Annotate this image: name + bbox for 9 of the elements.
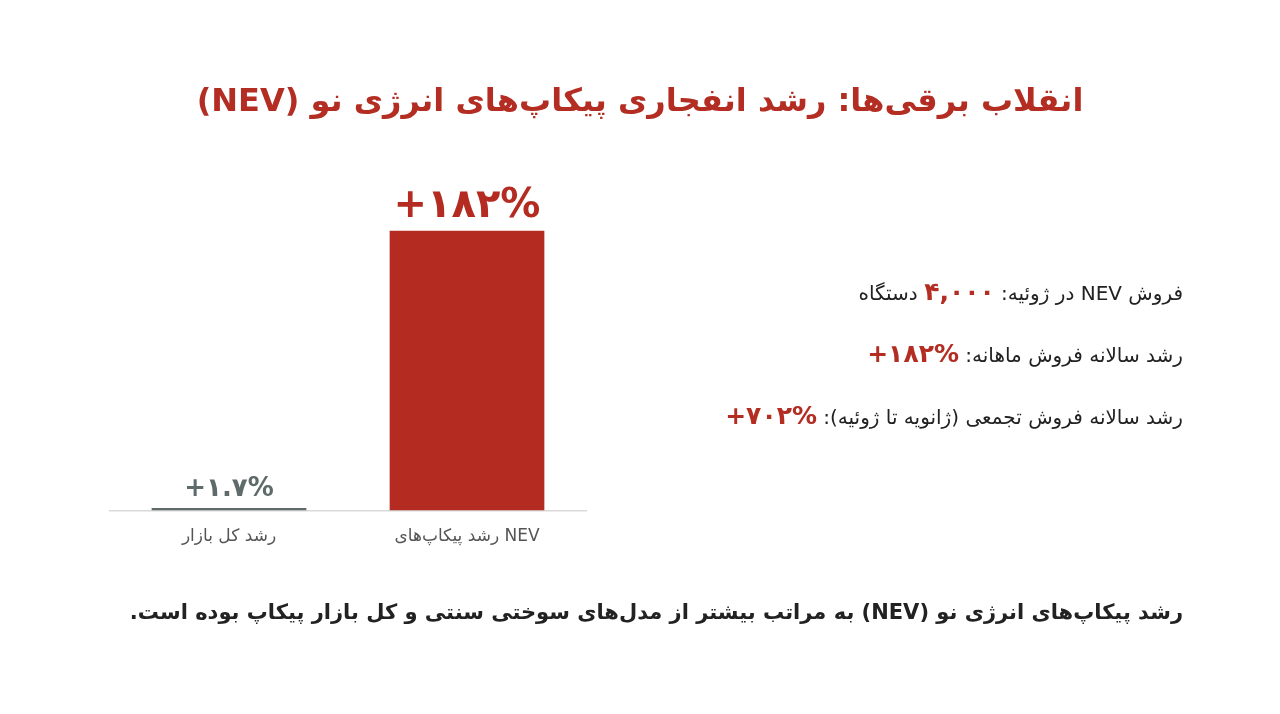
text: فروش NEV در ژوئیه: ۴,۰۰۰ دستگاه <box>858 277 1183 306</box>
x-tick-label: رشد پیکاپ‌های NEV <box>394 525 540 547</box>
text: رشد پیکاپ‌های انرژی نو (NEV) به مراتب بیشتر از مدل‌های سوختی سنتی و کل بازار پیکاپ بوده است. <box>129 600 1183 624</box>
data-label: +۱.۷% <box>184 471 274 502</box>
text: رشد سالانه فروش ماهانه: +۱۸۲% <box>867 339 1183 368</box>
data-label: +۱۸۲% <box>393 179 541 226</box>
x-tick-label: رشد کل بازار <box>180 525 277 546</box>
text: رشد سالانه فروش تجمعی (ژانویه تا ژوئیه): +۷۰۲% <box>725 401 1183 430</box>
chart-title: انقلاب برقی‌ها: رشد انفجاری پیکاپ‌های انرژی نو (NEV) <box>195 80 1085 121</box>
